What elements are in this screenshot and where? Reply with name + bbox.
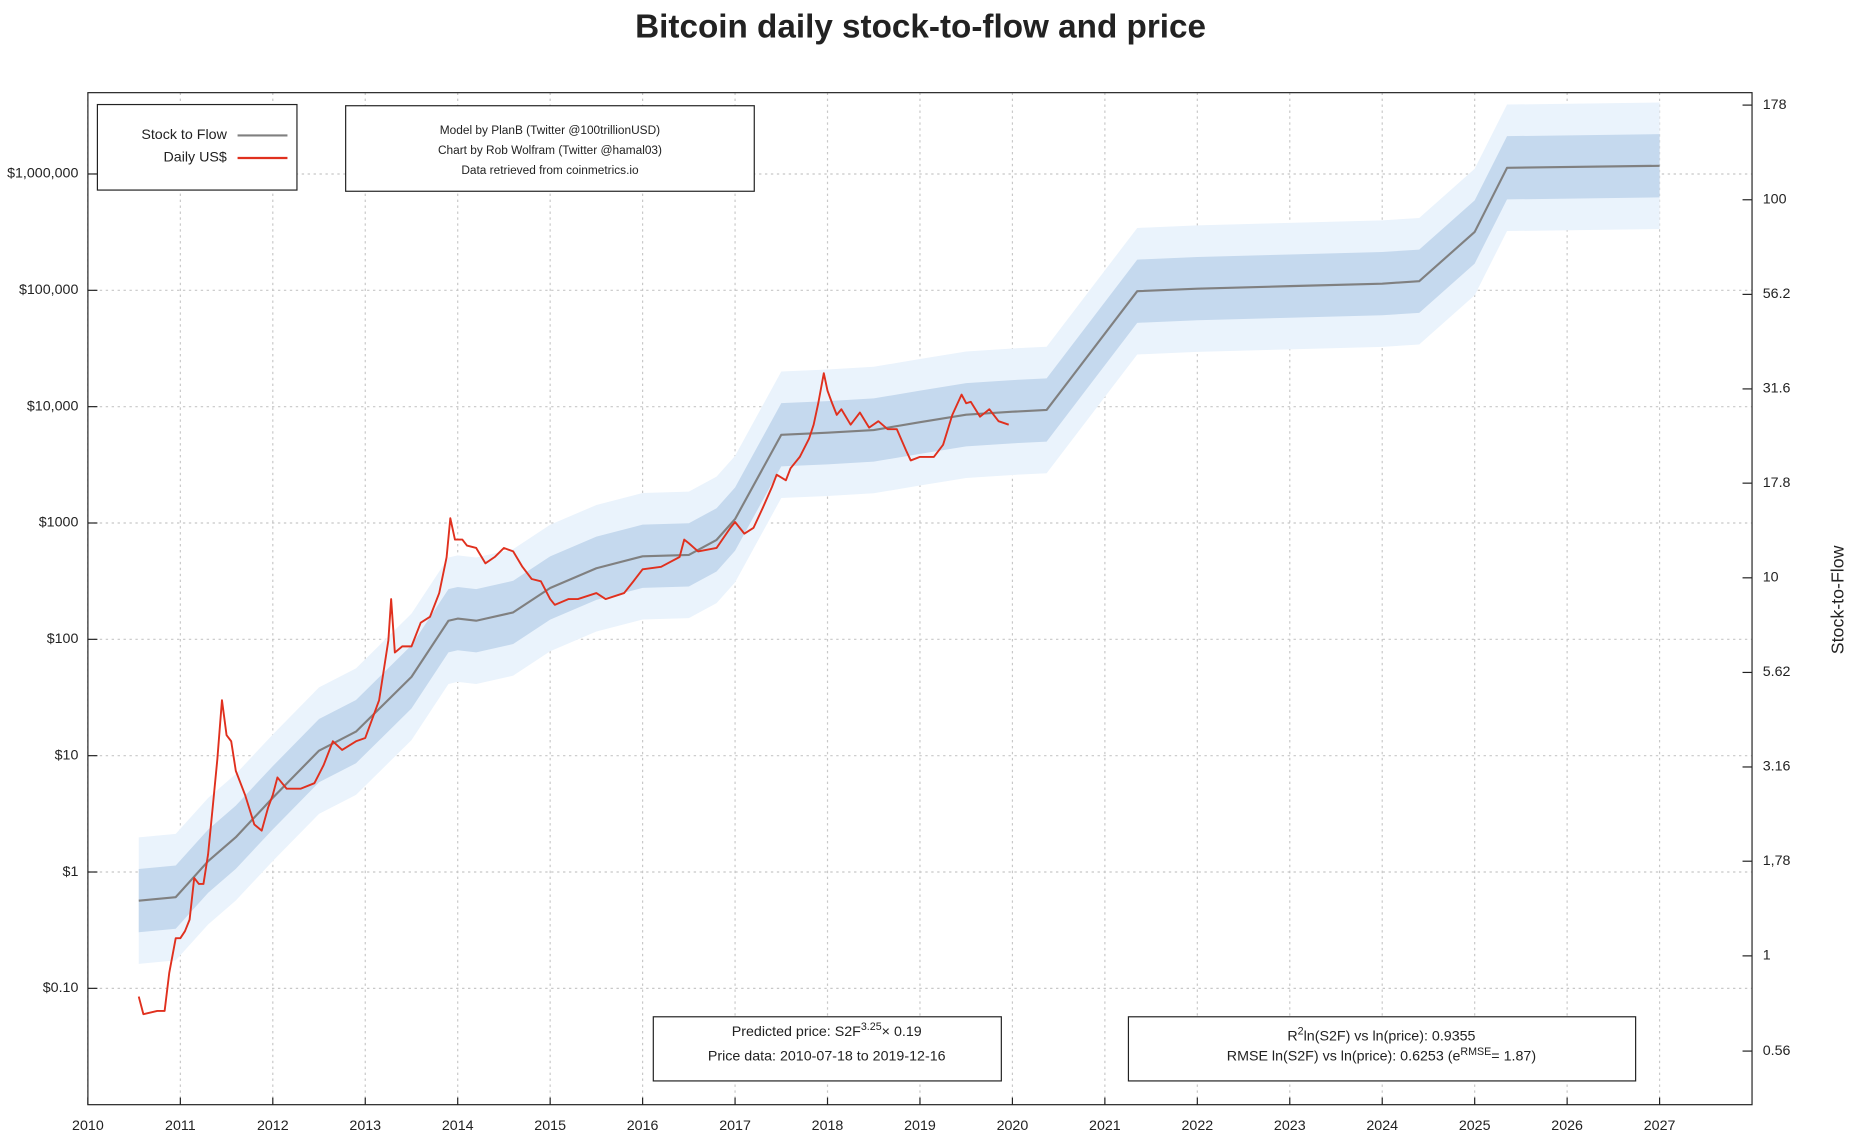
axes: 2010 2011 2012 2013 2014 2015 2016 2017 2018 2019… — [7, 92, 1791, 1134]
text: = — [1491, 1049, 1503, 1065]
y2-tick-label: 5.62 — [1763, 664, 1791, 680]
superscript: 2 — [1298, 1026, 1304, 1038]
x-tick-label: 2020 — [997, 1118, 1029, 1134]
text: × 0.19 — [882, 1024, 922, 1040]
y-tick-label: $1 — [63, 864, 79, 880]
credit-line: Chart by Rob Wolfram (Twitter @hamal03) — [438, 143, 662, 157]
x-tick-label: 2021 — [1089, 1118, 1121, 1134]
text: Predicted price: S2F — [732, 1024, 861, 1040]
y-tick-label: $100 — [47, 631, 79, 647]
legend-label: Stock to Flow — [141, 127, 227, 143]
deviation-band — [138, 134, 1660, 933]
y2-tick-label: 178 — [1763, 97, 1787, 113]
y-tick-label: $1,000,000 — [7, 166, 78, 182]
y2-tick-label: 100 — [1763, 192, 1787, 208]
superscript: 3.25 — [861, 1021, 882, 1033]
x-tick-label: 2019 — [904, 1118, 936, 1134]
text: ) — [1531, 1049, 1536, 1065]
x-tick-label: 2025 — [1459, 1118, 1491, 1134]
y-tick-label: $0.10 — [43, 980, 79, 996]
credits-box — [345, 105, 755, 192]
y-tick-label: $100,000 — [19, 282, 79, 298]
text: R — [1287, 1029, 1297, 1045]
credit-line: Data retrieved from coinmetrics.io — [461, 163, 639, 177]
y2-tick-label: 3.16 — [1763, 759, 1791, 775]
text: 1.87 — [1504, 1049, 1532, 1065]
x-tick-label: 2017 — [719, 1118, 751, 1134]
y2-tick-label: 17.8 — [1763, 475, 1791, 491]
superscript: RMSE — [1460, 1046, 1491, 1058]
deviation-band — [138, 102, 1660, 964]
x-tick-label: 2015 — [534, 1118, 566, 1134]
x-tick-label: 2024 — [1366, 1118, 1398, 1134]
x-tick-label: 2016 — [627, 1118, 659, 1134]
y-tick-label: $1000 — [39, 515, 79, 531]
chart-title: Bitcoin daily stock-to-flow and price — [635, 8, 1206, 45]
x-tick-label: 2026 — [1551, 1118, 1583, 1134]
x-tick-label: 2014 — [442, 1118, 474, 1134]
r-squared: R2ln(S2F) vs ln(price): 0.9355 — [1287, 1026, 1475, 1045]
legend-label: Daily US$ — [164, 150, 227, 166]
y2-tick-label: 0.56 — [1763, 1043, 1791, 1059]
legend-box — [96, 103, 298, 191]
series-line — [137, 372, 1010, 1016]
y2-axis-label: Stock-to-Flow — [1827, 545, 1847, 654]
grid — [87, 92, 1753, 1105]
x-tick-label: 2011 — [165, 1118, 196, 1134]
fit-box — [1127, 1016, 1637, 1082]
plot-frame — [87, 92, 1753, 1106]
y2-tick-label: 56.2 — [1763, 286, 1791, 302]
x-tick-label: 2023 — [1274, 1118, 1306, 1134]
y-tick-label: $10 — [55, 747, 79, 763]
x-tick-label: 2013 — [349, 1118, 381, 1134]
rmse: RMSE ln(S2F) vs ln(price): 0.6253 (eRMSE… — [1227, 1046, 1536, 1065]
credit-line: Model by PlanB (Twitter @100trillionUSD) — [440, 123, 660, 137]
y2-tick-label: 1,78 — [1763, 853, 1791, 869]
legend: Stock to Flow Daily US$ — [141, 127, 288, 166]
y2-tick-label: 1 — [1763, 948, 1771, 964]
lines — [137, 164, 1660, 1016]
bands — [138, 102, 1660, 964]
price-data-range: Price data: 2010-07-18 to 2019-12-16 — [708, 1049, 946, 1065]
x-tick-label: 2010 — [72, 1118, 104, 1134]
y-tick-label: $10,000 — [27, 398, 79, 414]
y2-tick-label: 10 — [1763, 570, 1779, 586]
text: ln(S2F) vs ln(price): 0.9355 — [1304, 1029, 1476, 1045]
x-tick-label: 2018 — [812, 1118, 844, 1134]
text: RMSE ln(S2F) vs ln(price): 0.6253 (e — [1227, 1049, 1461, 1065]
prediction-formula: Predicted price: S2F3.25× 0.19 — [732, 1021, 922, 1040]
x-tick-label: 2012 — [257, 1118, 289, 1134]
prediction-box — [652, 1016, 1002, 1082]
x-tick-label: 2027 — [1644, 1118, 1676, 1134]
y2-tick-label: 31.6 — [1763, 381, 1791, 397]
x-tick-label: 2022 — [1181, 1118, 1213, 1134]
